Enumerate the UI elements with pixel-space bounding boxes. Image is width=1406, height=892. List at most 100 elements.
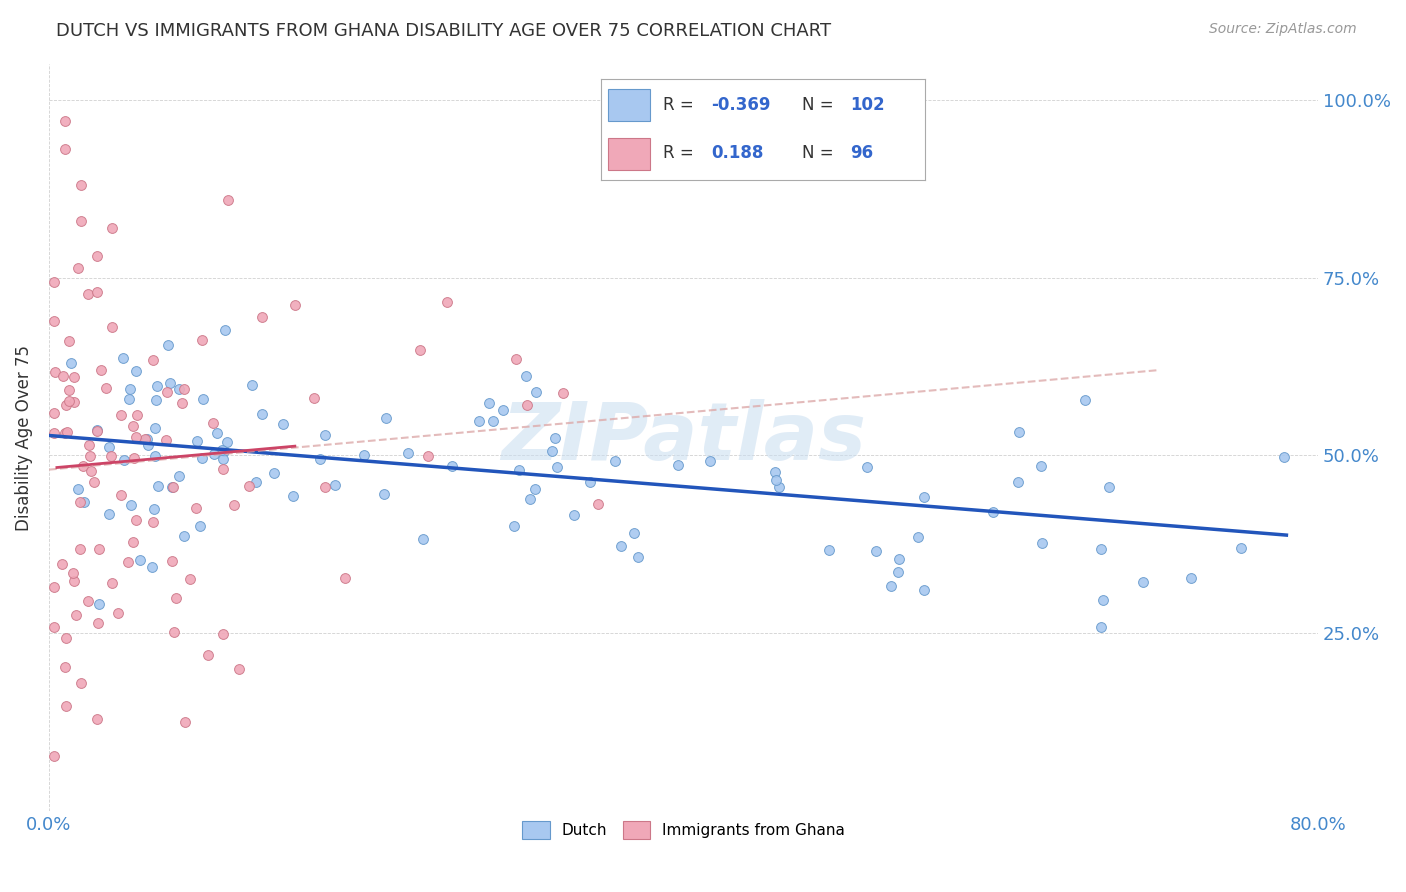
Point bbox=[699, 453, 721, 467]
Point bbox=[212, 452, 235, 467]
Point bbox=[145, 378, 167, 392]
Point bbox=[156, 384, 179, 399]
Point bbox=[173, 715, 195, 730]
Point bbox=[768, 480, 790, 494]
Point bbox=[58, 394, 80, 409]
Point bbox=[245, 475, 267, 489]
Point bbox=[238, 479, 260, 493]
Point bbox=[586, 497, 609, 511]
Point bbox=[162, 554, 184, 568]
Point bbox=[58, 334, 80, 349]
Point bbox=[373, 487, 395, 501]
Point bbox=[77, 438, 100, 452]
Point bbox=[42, 406, 65, 420]
Point bbox=[162, 480, 184, 494]
Point bbox=[314, 428, 336, 442]
Point bbox=[118, 392, 141, 407]
Point bbox=[44, 364, 66, 378]
Point bbox=[56, 425, 79, 440]
Point bbox=[42, 314, 65, 328]
Point bbox=[211, 443, 233, 458]
Point bbox=[603, 453, 626, 467]
Point bbox=[1272, 450, 1295, 465]
Point bbox=[546, 460, 568, 475]
Point bbox=[146, 478, 169, 492]
Y-axis label: Disability Age Over 75: Disability Age Over 75 bbox=[15, 344, 32, 531]
Point bbox=[250, 310, 273, 324]
Point bbox=[186, 434, 208, 449]
Point bbox=[551, 386, 574, 401]
Point bbox=[69, 495, 91, 509]
Point bbox=[202, 416, 225, 430]
Point bbox=[865, 544, 887, 558]
Point bbox=[467, 414, 489, 428]
Point bbox=[856, 460, 879, 475]
Point bbox=[125, 364, 148, 378]
Point bbox=[155, 433, 177, 447]
Point bbox=[228, 662, 250, 676]
Point bbox=[69, 178, 91, 192]
Point bbox=[86, 249, 108, 263]
Point bbox=[101, 320, 124, 334]
Point bbox=[214, 323, 236, 337]
Point bbox=[79, 449, 101, 463]
Text: Source: ZipAtlas.com: Source: ZipAtlas.com bbox=[1209, 22, 1357, 37]
Point bbox=[204, 447, 226, 461]
Point bbox=[1091, 592, 1114, 607]
Point bbox=[120, 499, 142, 513]
Point bbox=[1180, 571, 1202, 585]
Point bbox=[62, 574, 84, 588]
Point bbox=[333, 571, 356, 585]
Point bbox=[59, 356, 82, 370]
Point bbox=[53, 660, 76, 674]
Point bbox=[190, 333, 212, 347]
Point bbox=[981, 505, 1004, 519]
Point bbox=[86, 285, 108, 299]
Point bbox=[478, 396, 501, 410]
Point bbox=[1097, 480, 1119, 494]
Point bbox=[173, 529, 195, 543]
Point bbox=[86, 423, 108, 437]
Point bbox=[167, 382, 190, 396]
Point bbox=[58, 384, 80, 398]
Point bbox=[519, 492, 541, 507]
Legend: Dutch, Immigrants from Ghana: Dutch, Immigrants from Ghana bbox=[516, 814, 851, 845]
Point bbox=[107, 606, 129, 620]
Point bbox=[142, 515, 165, 529]
Point bbox=[217, 193, 239, 207]
Point bbox=[52, 369, 75, 384]
Point bbox=[156, 338, 179, 352]
Point bbox=[482, 414, 505, 428]
Point bbox=[314, 479, 336, 493]
Point bbox=[441, 458, 464, 473]
Point bbox=[627, 549, 650, 564]
Point bbox=[763, 465, 786, 479]
Point bbox=[55, 426, 77, 441]
Point bbox=[86, 424, 108, 438]
Point bbox=[110, 408, 132, 422]
Point bbox=[271, 417, 294, 431]
Point bbox=[94, 381, 117, 395]
Point bbox=[87, 597, 110, 611]
Point bbox=[817, 543, 839, 558]
Point bbox=[173, 382, 195, 396]
Point bbox=[63, 394, 86, 409]
Point bbox=[912, 490, 935, 504]
Point bbox=[125, 513, 148, 527]
Point bbox=[907, 530, 929, 544]
Point bbox=[211, 626, 233, 640]
Point bbox=[69, 676, 91, 690]
Point bbox=[142, 353, 165, 368]
Point bbox=[211, 462, 233, 476]
Point bbox=[83, 475, 105, 489]
Point bbox=[159, 376, 181, 391]
Text: ZIPatlas: ZIPatlas bbox=[501, 399, 866, 476]
Point bbox=[98, 507, 121, 521]
Point bbox=[179, 572, 201, 586]
Point bbox=[42, 426, 65, 441]
Point bbox=[42, 276, 65, 290]
Point bbox=[543, 431, 565, 445]
Point bbox=[302, 391, 325, 405]
Point bbox=[98, 440, 121, 454]
Point bbox=[263, 466, 285, 480]
